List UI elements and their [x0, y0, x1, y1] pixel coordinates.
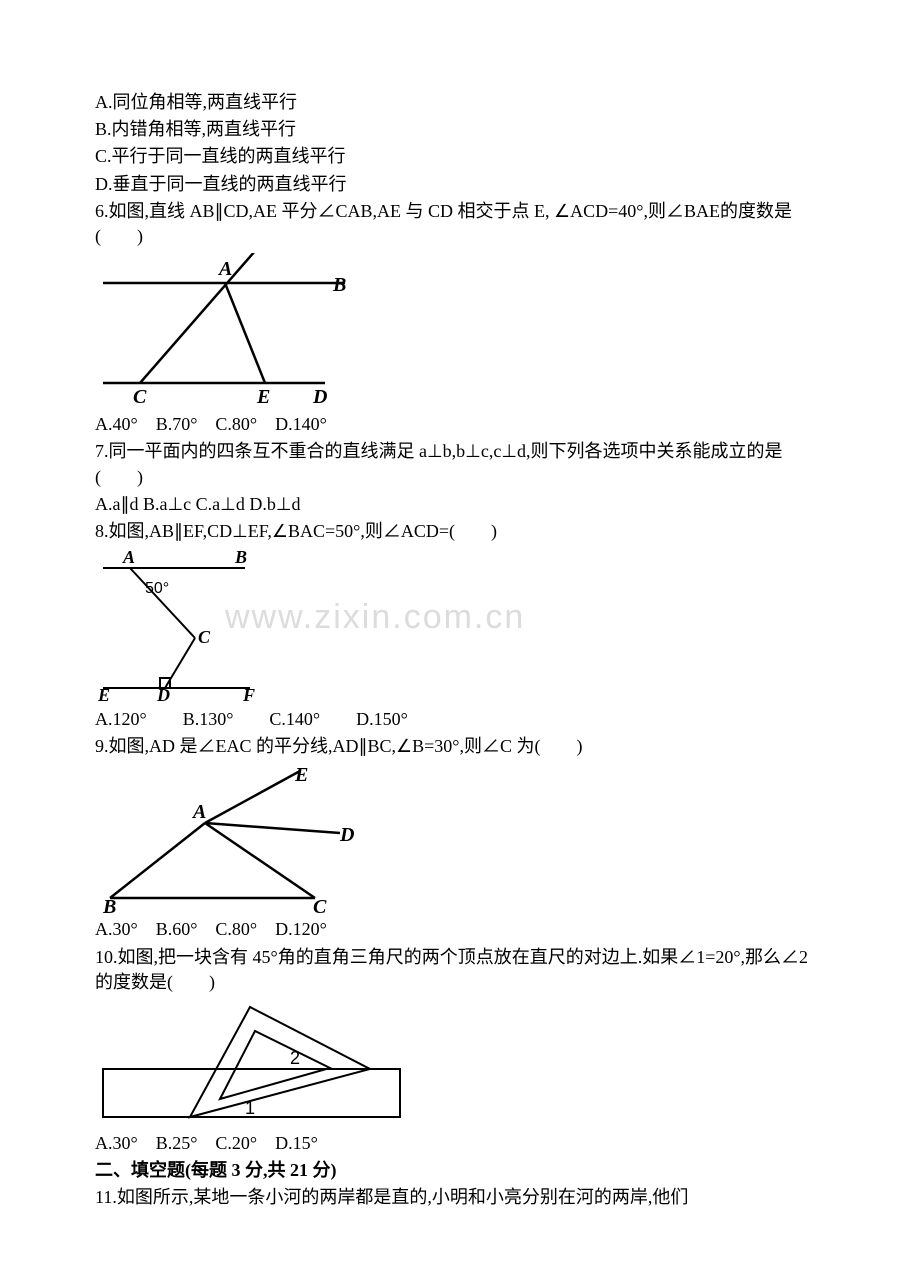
q10-text: 10.如图,把一块含有 45°角的直角三角尺的两个顶点放在直尺的对边上.如果∠1… — [95, 945, 825, 995]
label-d: D — [339, 824, 354, 846]
label-a: A — [122, 548, 135, 567]
label-c: C — [133, 386, 147, 408]
q5-option-c: C.平行于同一直线的两直线平行 — [95, 144, 825, 169]
label-f: F — [242, 685, 255, 703]
q8-text: 8.如图,AB∥EF,CD⊥EF,∠BAC=50°,则∠ACD=( ) — [95, 519, 825, 544]
label-c: C — [313, 896, 327, 913]
q10-options: A.30° B.25° C.20° D.15° — [95, 1131, 825, 1156]
section-2-heading: 二、填空题(每题 3 分,共 21 分) — [95, 1158, 825, 1183]
label-a: A — [217, 258, 232, 280]
label-ang1: 1 — [245, 1098, 255, 1118]
label-b: B — [234, 548, 247, 567]
q6-options: A.40° B.70° C.80° D.140° — [95, 412, 825, 437]
label-e: E — [294, 764, 308, 786]
q5-option-a: A.同位角相等,两直线平行 — [95, 90, 825, 115]
label-e: D — [312, 386, 327, 408]
label-50: 50° — [145, 580, 169, 597]
q10-figure: 1 2 — [95, 999, 825, 1127]
label-b: B — [332, 274, 346, 296]
label-ang2: 2 — [290, 1048, 300, 1068]
label-d: D — [156, 685, 170, 703]
q7-options: A.a∥d B.a⊥c C.a⊥d D.b⊥d — [95, 492, 825, 517]
label-a: A — [191, 801, 206, 823]
q11-text: 11.如图所示,某地一条小河的两岸都是直的,小明和小亮分别在河的两岸,他们 — [95, 1185, 825, 1210]
page-content: A.同位角相等,两直线平行 B.内错角相等,两直线平行 C.平行于同一直线的两直… — [95, 90, 825, 1211]
label-e: E — [97, 685, 110, 703]
q6-figure: A B C E D — [95, 253, 825, 408]
q5-option-d: D.垂直于同一直线的两直线平行 — [95, 172, 825, 197]
q8-figure: A B 50° C E D F — [95, 548, 825, 703]
q9-options: A.30° B.60° C.80° D.120° — [95, 917, 825, 942]
q9-figure: A B C D E — [95, 763, 825, 913]
label-d: E — [256, 386, 270, 408]
q5-option-b: B.内错角相等,两直线平行 — [95, 117, 825, 142]
label-b: B — [102, 896, 116, 913]
q8-options: A.120° B.130° C.140° D.150° — [95, 707, 825, 732]
q9-text: 9.如图,AD 是∠EAC 的平分线,AD∥BC,∠B=30°,则∠C 为( ) — [95, 734, 825, 759]
label-c: C — [198, 627, 211, 647]
q7-text: 7.同一平面内的四条互不重合的直线满足 a⊥b,b⊥c,c⊥d,则下列各选项中关… — [95, 439, 825, 489]
q6-text: 6.如图,直线 AB∥CD,AE 平分∠CAB,AE 与 CD 相交于点 E, … — [95, 199, 825, 249]
